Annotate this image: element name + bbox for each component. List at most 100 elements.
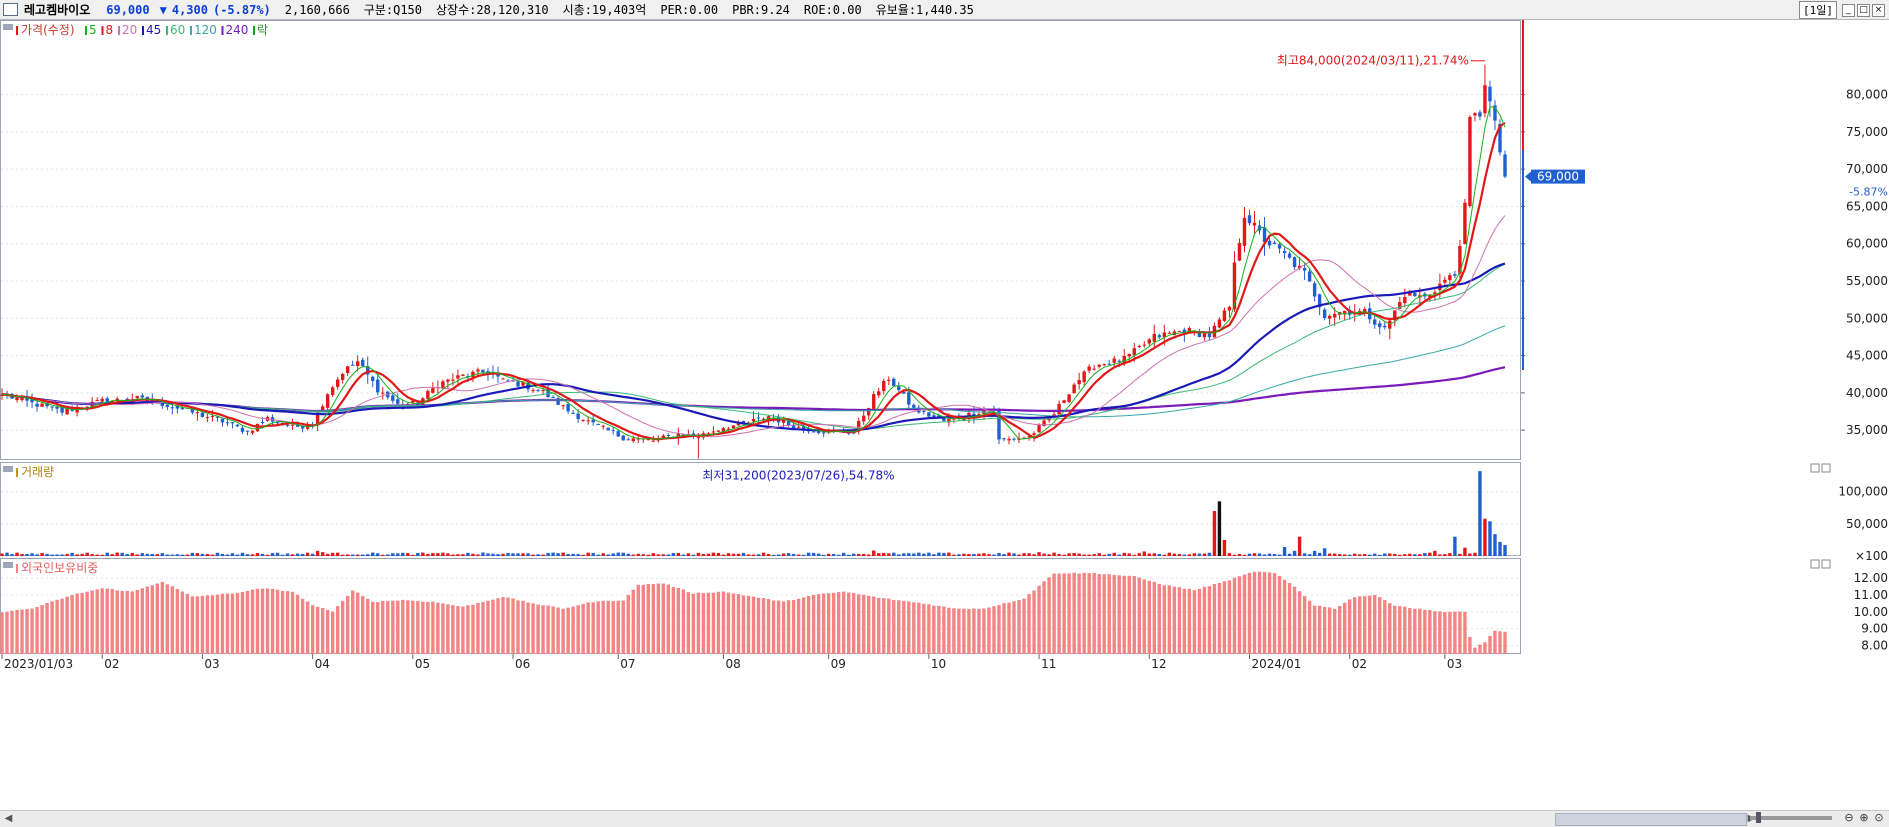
foreign-holding-bar [1262, 572, 1267, 654]
foreign-holding-bar [195, 596, 200, 654]
price-candle [235, 424, 240, 427]
legend-swatch [16, 564, 18, 573]
maximize-icon[interactable]: □ [1857, 3, 1870, 17]
foreign-holding-bar [1327, 607, 1332, 654]
price-tick-label: 40,000 [1846, 386, 1888, 400]
foreign-holding-bar [315, 606, 320, 654]
foreign-holding-bar [1047, 577, 1051, 654]
price-candle [591, 419, 595, 423]
price-candle [1007, 438, 1011, 441]
foreign-holding-bar [150, 585, 154, 654]
volume-bar [240, 552, 245, 556]
volume-bar [1287, 553, 1292, 556]
foreign-holding-bar [366, 598, 370, 654]
foreign-holding-bar [751, 596, 756, 654]
price-candle [1302, 267, 1307, 271]
volume-bar [917, 552, 921, 556]
foreign-holding-bar [1042, 581, 1046, 654]
price-candle [1157, 335, 1162, 338]
volume-bar [1363, 554, 1367, 556]
price-candle [947, 418, 951, 423]
foreign-holding-bar [1297, 591, 1302, 654]
foreign-holding-bar [1473, 647, 1477, 654]
volume-bar [1112, 552, 1116, 556]
volume-bar [1082, 554, 1086, 556]
volume-bar [967, 553, 971, 556]
foreign-holding-bar [175, 588, 180, 654]
foreign-holding-bar [526, 602, 530, 654]
foreign-holding-bar [1282, 579, 1287, 654]
price-candle [1057, 403, 1061, 415]
foreign-holding-bar [185, 593, 190, 654]
price-candle [536, 390, 540, 392]
volume-bar [456, 554, 460, 556]
price-candle [596, 424, 600, 426]
volume-bar [1077, 553, 1081, 556]
price-candle [275, 422, 280, 424]
x-tick-label: 03 [1447, 657, 1462, 671]
price-candle [1177, 330, 1182, 332]
price-candle [165, 404, 170, 407]
volume-bar [726, 553, 731, 556]
volume-bar [816, 553, 821, 556]
volume-bar [466, 552, 470, 556]
price-candle [1247, 215, 1252, 224]
panel-menu-icon[interactable] [3, 3, 18, 16]
foreign-holding-bar [711, 592, 716, 654]
foreign-holding-bar [1342, 602, 1347, 654]
volume-bar [982, 553, 986, 556]
current-price-axis-label: 69,000 [1537, 170, 1579, 184]
zoom-slider[interactable] [1750, 812, 1832, 823]
price-tick-label: 80,000 [1846, 88, 1888, 102]
foreign-holding-bar [736, 594, 741, 654]
low-annotation: 최저31,200(2023/07/26),54.78% [702, 469, 894, 483]
zoom-in-icon[interactable]: ⊕ [1859, 811, 1869, 824]
foreign-holding-bar [85, 591, 89, 654]
foreign-holding-bar [1317, 605, 1322, 654]
chart-scrollbar[interactable]: ◀ ▶ ⊖ ⊕ ⊙ [0, 810, 1889, 827]
foreign-holding-bar [230, 593, 235, 654]
volume-bar [305, 552, 310, 556]
zoom-out-icon[interactable]: ⊖ [1844, 811, 1854, 824]
foreign-holding-bar [381, 601, 385, 654]
volume-bar [180, 554, 185, 556]
volume-bar [310, 553, 315, 556]
price-candle [356, 361, 360, 367]
volume-bar [290, 554, 295, 556]
x-tick-label: 11 [1041, 657, 1056, 671]
period-selector[interactable]: [1일] [1799, 1, 1837, 19]
price-candle [1473, 113, 1477, 116]
price-candle [1147, 339, 1151, 344]
volume-bar [1262, 554, 1267, 556]
x-tick-label: 08 [725, 657, 740, 671]
minimize-icon[interactable]: _ [1842, 3, 1855, 17]
scroll-left-icon[interactable]: ◀ [4, 813, 13, 824]
price-candle [1167, 332, 1172, 334]
volume-bar [957, 554, 961, 556]
price-candle [1483, 85, 1487, 114]
foreign-holding-bar [982, 608, 986, 654]
volume-bar [751, 554, 756, 556]
volume-bar [1242, 554, 1247, 556]
volume-bar [366, 554, 370, 556]
volume-bar [987, 554, 991, 556]
volume-bar [391, 553, 395, 556]
scroll-thumb[interactable] [1555, 813, 1747, 826]
price-candle [556, 398, 560, 406]
price-candle [345, 366, 350, 373]
stock-chart[interactable]: 35,000 40,000 45,000 50,000 55,000 60,000 65,0… [0, 20, 1889, 810]
volume-bar [275, 552, 280, 556]
foreign-holding-bar [927, 604, 931, 654]
foreign-holding-bar [95, 589, 99, 654]
zoom-reset-icon[interactable]: ⊙ [1874, 811, 1884, 824]
price-candle [1272, 242, 1277, 244]
close-icon[interactable]: × [1872, 3, 1885, 17]
volume-bar [1393, 553, 1397, 556]
price-candle [741, 420, 746, 424]
foreign-holding-bar [155, 583, 160, 654]
listed-shares: 상장수:28,120,310 [436, 3, 549, 17]
foreign-holding-bar [872, 596, 876, 654]
price-candle [726, 428, 731, 430]
price-candle [481, 369, 485, 373]
foreign-holding-bar [466, 605, 470, 654]
